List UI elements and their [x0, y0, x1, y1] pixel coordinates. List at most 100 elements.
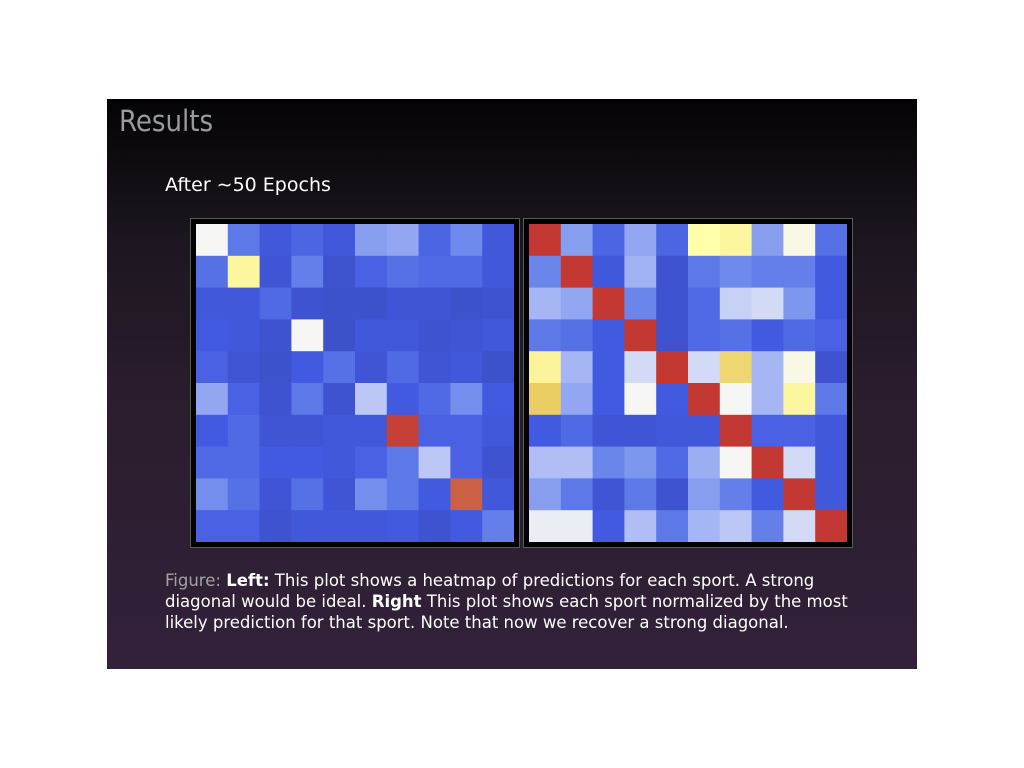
right-heatmap-cell-r0-c4	[656, 224, 689, 257]
right-heatmap-cell-r9-c5	[688, 510, 721, 542]
left-heatmap-cell-r6-c3	[291, 414, 324, 448]
right-heatmap-cell-r8-c1	[560, 478, 594, 511]
right-heatmap-cell-r6-c0	[529, 414, 562, 448]
right-heatmap-cell-r4-c6	[719, 351, 753, 384]
right-heatmap-cell-r9-c8	[783, 510, 816, 542]
right-heatmap-cell-r6-c8	[783, 414, 816, 448]
left-heatmap-cell-r4-c2	[259, 351, 292, 384]
left-heatmap-cell-r1-c6	[386, 255, 420, 289]
left-heatmap-cell-r9-c9	[482, 510, 514, 542]
left-heatmap-cell-r9-c2	[259, 510, 292, 542]
left-heatmap-cell-r2-c6	[386, 287, 420, 320]
right-heatmap-cell-r5-c5	[688, 383, 721, 416]
left-heatmap-cell-r4-c0	[196, 351, 229, 384]
left-heatmap-cell-r8-c6	[386, 478, 420, 511]
left-heatmap-cell-r8-c9	[482, 478, 514, 511]
right-heatmap-cell-r1-c3	[624, 255, 657, 289]
left-heatmap-cell-r1-c4	[323, 255, 356, 289]
right-heatmap-cell-r2-c1	[560, 287, 594, 320]
right-heatmap-cell-r5-c9	[815, 383, 847, 416]
right-heatmap-cell-r3-c8	[783, 319, 816, 352]
left-heatmap-cell-r7-c1	[227, 446, 261, 479]
left-heatmap-cell-r0-c5	[355, 224, 388, 257]
right-heatmap-cell-r4-c5	[688, 351, 721, 384]
left-heatmap-cell-r0-c9	[482, 224, 514, 257]
right-heatmap-cell-r1-c5	[688, 255, 721, 289]
left-heatmap-cell-r8-c2	[259, 478, 292, 511]
left-heatmap-cell-r1-c7	[418, 255, 451, 289]
right-heatmap-cell-r9-c1	[560, 510, 594, 542]
right-heatmap-cell-r9-c7	[751, 510, 784, 542]
right-heatmap-cell-r6-c4	[656, 414, 689, 448]
right-heatmap-cell-r0-c6	[719, 224, 753, 257]
right-heatmap-cell-r9-c3	[624, 510, 657, 542]
right-heatmap-cell-r4-c9	[815, 351, 847, 384]
left-heatmap-cell-r4-c3	[291, 351, 324, 384]
left-heatmap-cell-r1-c5	[355, 255, 388, 289]
left-heatmap-cell-r7-c9	[482, 446, 514, 479]
slide-subtitle: After ∼50 Epochs	[165, 174, 331, 196]
left-heatmap-cell-r9-c1	[227, 510, 261, 542]
right-heatmap-cell-r7-c8	[783, 446, 816, 479]
left-heatmap-cell-r5-c7	[418, 383, 451, 416]
right-heatmap-cell-r8-c4	[656, 478, 689, 511]
left-heatmap-cell-r7-c6	[386, 446, 420, 479]
left-heatmap-cell-r3-c4	[323, 319, 356, 352]
right-heatmap-cell-r0-c9	[815, 224, 847, 257]
right-heatmap-cell-r7-c3	[624, 446, 657, 479]
right-heatmap-cell-r8-c5	[688, 478, 721, 511]
left-heatmap-cell-r1-c1	[227, 255, 261, 289]
left-heatmap-cell-r3-c5	[355, 319, 388, 352]
left-heatmap-cell-r9-c5	[355, 510, 388, 542]
figure-caption: Figure: Left: This plot shows a heatmap …	[165, 570, 865, 633]
right-heatmap-cell-r5-c2	[592, 383, 625, 416]
left-heatmap-cell-r0-c0	[196, 224, 229, 257]
right-heatmap-cell-r6-c9	[815, 414, 847, 448]
left-heatmap-cell-r0-c4	[323, 224, 356, 257]
right-heatmap-cell-r4-c1	[560, 351, 594, 384]
right-heatmap-cell-r9-c2	[592, 510, 625, 542]
left-heatmap-cell-r4-c4	[323, 351, 356, 384]
right-heatmap-cell-r2-c8	[783, 287, 816, 320]
left-heatmap-cell-r5-c1	[227, 383, 261, 416]
right-heatmap-cell-r1-c1	[560, 255, 594, 289]
left-heatmap-cell-r5-c0	[196, 383, 229, 416]
right-heatmap-cell-r2-c3	[624, 287, 657, 320]
left-heatmap-cell-r5-c4	[323, 383, 356, 416]
left-heatmap-cell-r1-c8	[450, 255, 483, 289]
right-heatmap-cell-r8-c7	[751, 478, 784, 511]
right-heatmap-cell-r6-c3	[624, 414, 657, 448]
left-heatmap-cell-r8-c7	[418, 478, 451, 511]
slide: Results After ∼50 Epochs Figure: Left: T…	[107, 99, 917, 669]
left-heatmap-cell-r0-c6	[386, 224, 420, 257]
left-heatmap-cell-r5-c6	[386, 383, 420, 416]
right-heatmap-cell-r5-c3	[624, 383, 657, 416]
right-heatmap-cell-r1-c9	[815, 255, 847, 289]
right-heatmap-cell-r3-c6	[719, 319, 753, 352]
right-heatmap-cell-r2-c5	[688, 287, 721, 320]
right-heatmap-cell-r0-c0	[529, 224, 562, 257]
right-heatmap-cell-r1-c4	[656, 255, 689, 289]
left-heatmap-cell-r4-c9	[482, 351, 514, 384]
left-heatmap-cell-r2-c5	[355, 287, 388, 320]
right-heatmap-cell-r5-c4	[656, 383, 689, 416]
left-heatmap-cell-r1-c2	[259, 255, 292, 289]
right-heatmap-cell-r3-c2	[592, 319, 625, 352]
left-heatmap-cell-r6-c9	[482, 414, 514, 448]
left-heatmap-cell-r6-c4	[323, 414, 356, 448]
right-heatmap-cell-r4-c3	[624, 351, 657, 384]
slide-title: Results	[119, 104, 214, 138]
right-heatmap-cell-r5-c8	[783, 383, 816, 416]
right-heatmap-cell-r6-c2	[592, 414, 625, 448]
left-heatmap-cell-r2-c7	[418, 287, 451, 320]
right-heatmap-cell-r7-c4	[656, 446, 689, 479]
right-heatmap-cell-r2-c0	[529, 287, 562, 320]
left-heatmap-cell-r4-c1	[227, 351, 261, 384]
right-heatmap-cell-r8-c0	[529, 478, 562, 511]
right-heatmap-cell-r4-c2	[592, 351, 625, 384]
right-heatmap-cell-r6-c6	[719, 414, 753, 448]
left-heatmap-cell-r9-c6	[386, 510, 420, 542]
left-heatmap-cell-r2-c4	[323, 287, 356, 320]
right-heatmap-cell-r5-c1	[560, 383, 594, 416]
right-heatmap-cell-r7-c9	[815, 446, 847, 479]
